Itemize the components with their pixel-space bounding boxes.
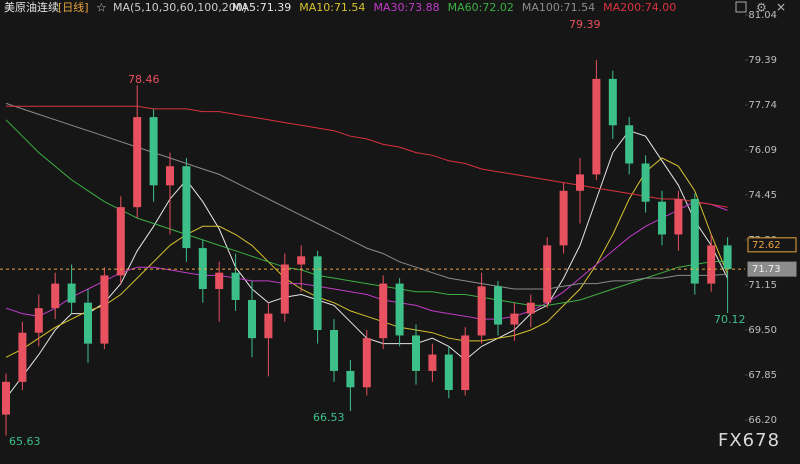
candle-body bbox=[18, 332, 27, 382]
candle-body bbox=[576, 174, 584, 191]
candle-body bbox=[723, 245, 732, 270]
candle-body bbox=[543, 245, 552, 303]
ma-line bbox=[5, 201, 728, 320]
candle-body bbox=[428, 354, 437, 371]
low-label: 70.12 bbox=[714, 313, 746, 326]
candle-body bbox=[149, 117, 158, 186]
ma-line bbox=[5, 102, 728, 290]
y-tick-label: 69.50 bbox=[748, 325, 777, 336]
candle-body bbox=[182, 166, 191, 249]
legend-entry: MA10:71.54 bbox=[299, 1, 365, 14]
y-tick-label: 74.45 bbox=[748, 190, 777, 201]
toolbar: ⚙ ✕ bbox=[735, 1, 786, 15]
legend-entry: MA100:71.54 bbox=[522, 1, 595, 14]
candle-body bbox=[658, 201, 666, 235]
candle-body bbox=[34, 308, 43, 333]
icon-close[interactable]: ✕ bbox=[776, 1, 786, 15]
y-tick-label: 81.04 bbox=[748, 10, 777, 21]
candle-body bbox=[379, 283, 388, 339]
high-label: 79.39 bbox=[569, 18, 601, 31]
candle-body bbox=[116, 207, 125, 276]
candle-body bbox=[215, 272, 224, 290]
y-tick-label: 76.09 bbox=[748, 145, 777, 156]
candle-body bbox=[625, 125, 634, 164]
low-label: 66.53 bbox=[313, 411, 345, 424]
candle-body bbox=[641, 163, 650, 202]
candle-body bbox=[2, 381, 10, 415]
candle-body bbox=[280, 264, 289, 314]
ma-line bbox=[5, 157, 729, 358]
candle-body bbox=[84, 302, 92, 344]
period: [日线] bbox=[58, 0, 89, 14]
watermark: FX678 bbox=[718, 430, 780, 451]
candle-body bbox=[100, 275, 109, 344]
candle-body bbox=[313, 256, 322, 330]
legend-entry: MA30:73.88 bbox=[373, 1, 439, 14]
candle-body bbox=[67, 283, 76, 303]
y-tick-label: 77.74 bbox=[748, 100, 777, 111]
ma-line bbox=[5, 119, 728, 306]
icon-window[interactable] bbox=[735, 1, 747, 13]
candle-body bbox=[477, 286, 486, 336]
candle-body bbox=[690, 198, 699, 284]
candle-body bbox=[510, 313, 519, 325]
candle-body bbox=[412, 335, 420, 371]
candle-body bbox=[559, 190, 568, 246]
y-tick-label: 66.20 bbox=[748, 415, 777, 426]
candle-body bbox=[461, 335, 470, 391]
candle-body bbox=[362, 338, 371, 388]
low-label: 65.63 bbox=[9, 435, 41, 448]
candle-body bbox=[264, 313, 273, 339]
y-tick-label: 79.39 bbox=[748, 55, 777, 66]
icon-settings[interactable]: ⚙ bbox=[756, 1, 767, 15]
high-label: 78.46 bbox=[128, 73, 160, 86]
y-tick-label: 71.15 bbox=[748, 280, 777, 291]
legend-entry: MA200:74.00 bbox=[603, 1, 676, 14]
candle-body bbox=[297, 256, 306, 265]
legend-entry: MA60:72.02 bbox=[448, 1, 514, 14]
candle-body bbox=[395, 283, 404, 336]
candle-body bbox=[198, 248, 207, 290]
candle-body bbox=[346, 370, 355, 388]
candle-body bbox=[133, 117, 142, 208]
legend: 美原油连续 [日线] ☆ MA(5,10,30,60,100,200) MA5:… bbox=[4, 0, 676, 15]
price-label: 71.73 bbox=[752, 264, 781, 275]
instrument: 美原油连续 bbox=[4, 0, 59, 14]
y-tick-label: 67.85 bbox=[748, 370, 777, 381]
candle-body bbox=[674, 198, 683, 235]
star-icon[interactable]: ☆ bbox=[96, 1, 107, 15]
price-box bbox=[747, 261, 797, 277]
price-label: 72.62 bbox=[752, 240, 781, 251]
candle-body bbox=[330, 329, 338, 371]
candle-body bbox=[51, 283, 60, 309]
candle-body bbox=[494, 286, 502, 325]
legend-entry: MA5:71.39 bbox=[232, 1, 291, 14]
candle-body bbox=[166, 166, 174, 186]
ma-params: MA(5,10,30,60,100,200) bbox=[113, 1, 247, 14]
price-box bbox=[747, 237, 797, 253]
candle-body bbox=[592, 78, 601, 175]
candle-body bbox=[231, 272, 240, 300]
candle-body bbox=[248, 299, 256, 339]
candle-body bbox=[444, 354, 453, 391]
candle-body bbox=[707, 245, 716, 284]
ma-line bbox=[6, 105, 728, 208]
candle-body bbox=[608, 78, 617, 126]
candle-body bbox=[526, 302, 535, 314]
